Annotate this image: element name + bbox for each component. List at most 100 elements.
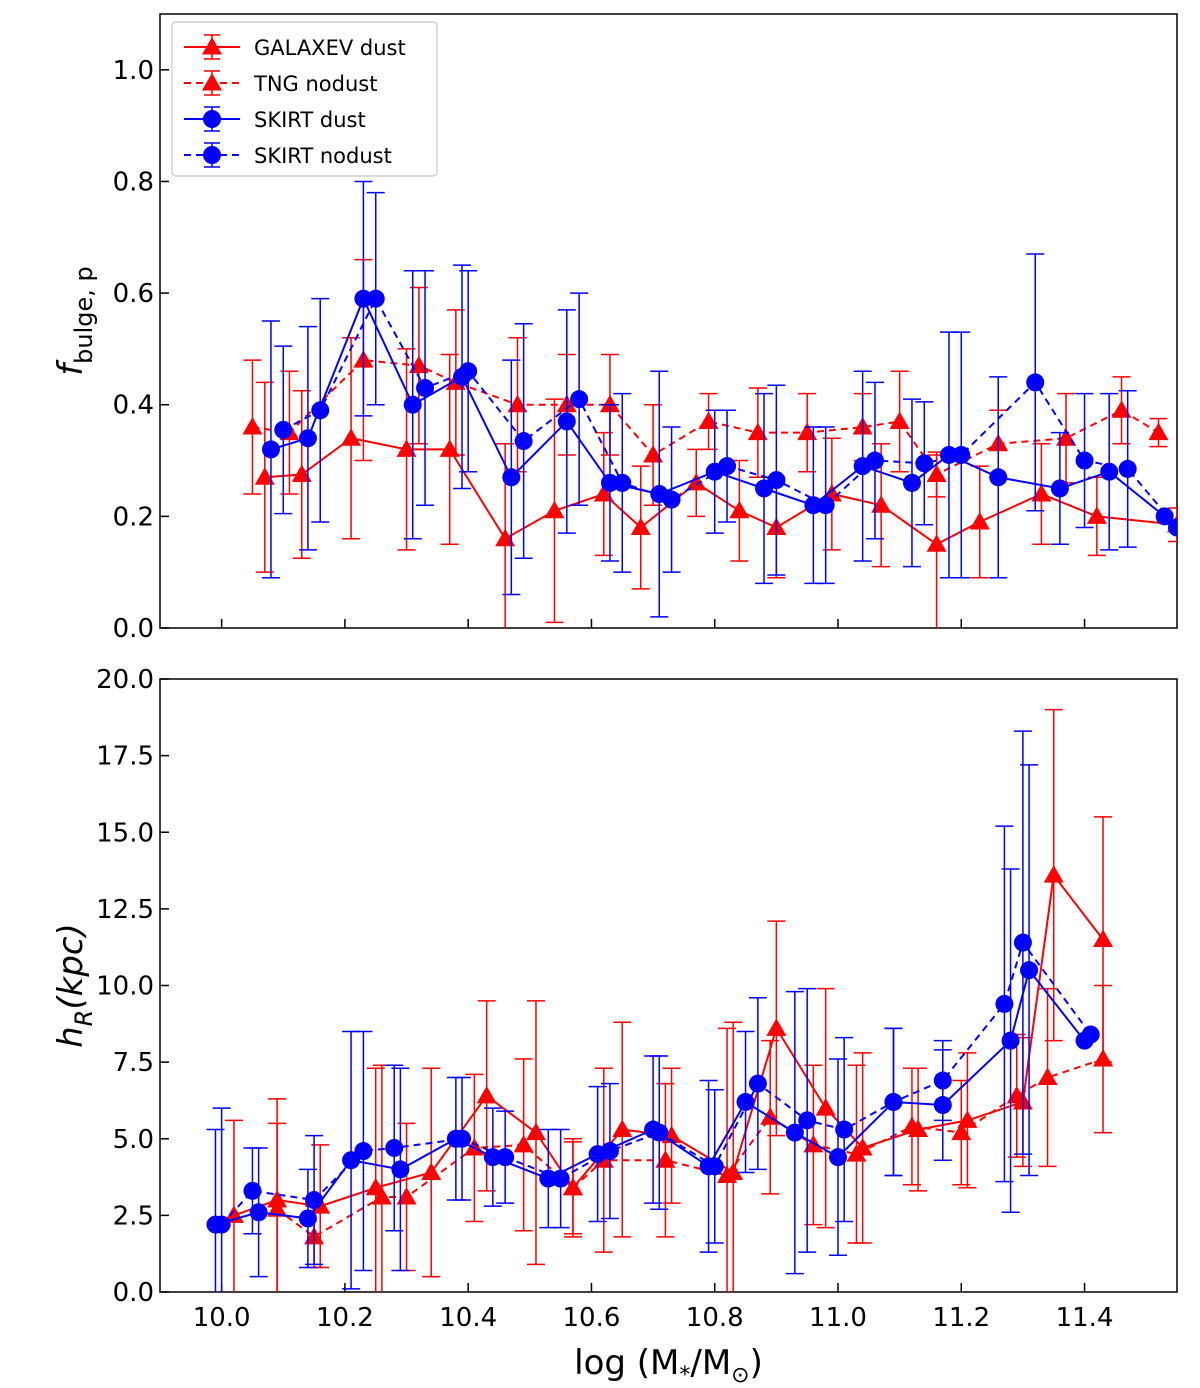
series-line-skirt_nodust <box>220 940 1092 1226</box>
y-label-sub: R <box>70 1010 98 1027</box>
data-point-circle <box>1100 462 1119 481</box>
data-point-circle <box>496 1148 515 1167</box>
data-point-circle <box>600 1142 619 1161</box>
legend-box <box>171 21 438 177</box>
legend-label: TNG nodust <box>253 72 377 96</box>
legend-marker-circle <box>203 110 221 128</box>
data-point-triangle <box>797 422 818 441</box>
data-point-circle <box>865 451 884 470</box>
y-tick-label: 2.5 <box>113 1201 154 1231</box>
y-tick-label: 1.0 <box>113 56 154 86</box>
y-tick-label: 0.8 <box>113 167 154 197</box>
data-point-circle <box>705 1157 724 1176</box>
data-point-triangle <box>396 1186 417 1205</box>
data-point-circle <box>354 1142 373 1161</box>
data-point-triangle <box>1111 400 1132 418</box>
data-point-triangle <box>846 1144 867 1162</box>
plot-frame <box>159 13 1178 629</box>
y-tick-label: 12.5 <box>96 895 154 925</box>
data-point-circle <box>298 429 317 448</box>
data-point-circle <box>354 289 373 308</box>
data-point-triangle <box>525 1122 546 1141</box>
data-point-circle <box>342 1151 361 1170</box>
series-galaxev_dust <box>223 708 1114 1292</box>
data-point-circle <box>274 420 293 439</box>
y-label-sub: bulge, p <box>70 266 98 364</box>
data-point-triangle <box>901 1116 922 1134</box>
data-point-circle <box>933 1071 952 1090</box>
data-point-triangle <box>951 1122 972 1141</box>
data-point-triangle <box>371 1186 392 1205</box>
data-point-triangle <box>1037 1067 1058 1085</box>
data-point-triangle <box>643 444 664 463</box>
x-axis-label: log (M*/M⊙) <box>574 1343 763 1388</box>
data-point-circle <box>1081 1025 1100 1044</box>
data-point-triangle <box>1056 428 1077 446</box>
data-point-circle <box>995 994 1014 1013</box>
data-point-triangle <box>1093 929 1114 948</box>
y-tick-label: 0.6 <box>113 279 154 309</box>
data-point-circle <box>212 1215 231 1234</box>
data-point-triangle <box>291 464 312 482</box>
x-tick-label: 10.2 <box>316 1303 374 1333</box>
data-point-circle <box>989 468 1008 487</box>
data-point-circle <box>718 457 737 476</box>
data-point-circle <box>785 1123 804 1142</box>
data-point-triangle <box>871 495 892 513</box>
data-point-triangle <box>495 528 516 547</box>
data-point-circle <box>366 289 385 308</box>
data-point-circle <box>483 1148 502 1167</box>
data-point-triangle <box>698 411 719 429</box>
data-point-triangle <box>815 1098 836 1116</box>
data-point-circle <box>902 473 921 492</box>
data-point-triangle <box>717 1165 738 1184</box>
data-point-circle <box>311 401 330 420</box>
x-tick-label: 11.2 <box>932 1303 990 1333</box>
data-point-circle <box>403 395 422 414</box>
data-point-circle <box>650 1123 669 1142</box>
data-point-triangle <box>1031 484 1052 502</box>
data-point-circle <box>1168 518 1177 537</box>
x-tick-label: 11.0 <box>809 1303 867 1333</box>
data-point-circle <box>736 1092 755 1111</box>
data-point-circle <box>748 1074 767 1093</box>
x-label-sub2: ⊙ <box>731 1363 749 1388</box>
data-point-circle <box>551 1169 570 1188</box>
x-tick-label: 10.0 <box>193 1303 251 1333</box>
data-point-circle <box>1118 459 1137 478</box>
data-point-circle <box>613 473 632 492</box>
data-point-circle <box>835 1120 854 1139</box>
data-point-triangle <box>544 500 565 519</box>
y-tick-label: 17.5 <box>96 742 154 772</box>
data-point-circle <box>385 1138 404 1157</box>
data-point-triangle <box>889 411 910 429</box>
legend: GALAXEV dust TNG nodust SKIRT dust SKIRT no… <box>171 21 438 177</box>
data-point-triangle <box>957 1110 978 1128</box>
data-point-circle <box>459 362 478 381</box>
y-tick-label: 0.2 <box>113 502 154 532</box>
x-label-sub: * <box>679 1363 690 1388</box>
data-point-triangle <box>593 484 614 502</box>
data-point-circle <box>1026 373 1045 392</box>
data-point-circle <box>514 432 533 451</box>
data-point-circle <box>798 1111 817 1130</box>
data-point-triangle <box>655 1150 676 1168</box>
data-point-triangle <box>396 439 417 457</box>
y-axis-label: fbulge, p <box>51 266 98 376</box>
x-tick-label: 10.8 <box>686 1303 744 1333</box>
y-tick-label: 0.0 <box>113 614 154 644</box>
data-point-circle <box>502 468 521 487</box>
legend-label: SKIRT nodust <box>254 144 392 168</box>
data-point-triangle <box>1043 865 1064 883</box>
data-point-triangle <box>599 394 620 413</box>
data-point-triangle <box>612 1119 633 1138</box>
data-point-triangle <box>969 511 990 530</box>
data-point-circle <box>1075 451 1094 470</box>
data-point-circle <box>829 1148 847 1167</box>
y-tick-label: 10.0 <box>96 972 154 1002</box>
y-tick-label: 7.5 <box>113 1048 154 1078</box>
data-point-circle <box>416 378 435 397</box>
data-point-triangle <box>1148 422 1169 441</box>
data-point-circle <box>1001 1031 1020 1050</box>
